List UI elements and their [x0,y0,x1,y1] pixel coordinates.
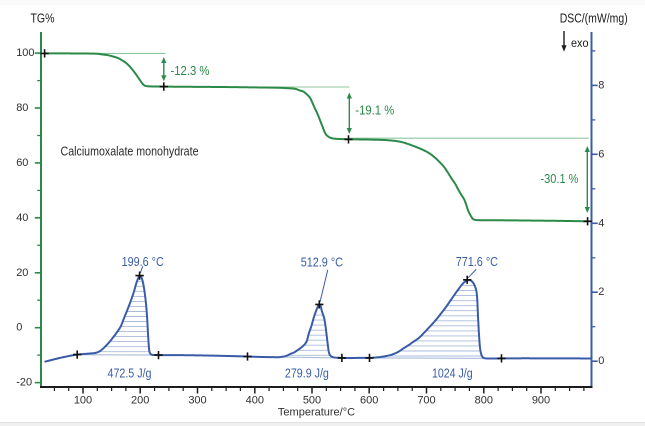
svg-text:80: 80 [16,102,28,114]
svg-text:300: 300 [188,395,206,407]
svg-text:20: 20 [16,267,28,279]
svg-text:800: 800 [475,395,493,407]
svg-text:-20: -20 [16,377,32,389]
svg-text:0: 0 [16,322,22,334]
svg-text:512.9 °C: 512.9 °C [301,256,343,270]
svg-text:0: 0 [598,355,604,367]
svg-text:2: 2 [598,286,604,298]
svg-text:60: 60 [16,157,28,169]
svg-text:600: 600 [360,395,378,407]
svg-text:200: 200 [131,395,149,407]
svg-text:472.5 J/g: 472.5 J/g [108,366,152,380]
svg-text:100: 100 [74,395,92,407]
svg-text:40: 40 [16,212,28,224]
svg-text:4: 4 [598,217,604,229]
svg-text:-19.1 %: -19.1 % [355,104,394,118]
svg-text:Temperature/°C: Temperature/°C [278,407,355,419]
svg-text:exo: exo [571,38,589,50]
svg-text:700: 700 [417,395,435,407]
svg-text:199.6 °C: 199.6 °C [122,255,164,269]
svg-text:900: 900 [532,395,550,407]
svg-text:8: 8 [598,79,604,91]
svg-text:TG%: TG% [31,12,55,26]
svg-text:500: 500 [303,395,321,407]
svg-text:6: 6 [598,148,604,160]
svg-text:Calciumoxalate monohydrate: Calciumoxalate monohydrate [61,145,199,159]
svg-text:DSC/(mW/mg): DSC/(mW/mg) [560,12,628,26]
svg-text:1024 J/g: 1024 J/g [432,366,473,380]
svg-text:-30.1 %: -30.1 % [541,172,579,186]
svg-text:-12.3 %: -12.3 % [171,64,210,78]
svg-text:279.9 J/g: 279.9 J/g [285,367,329,381]
svg-text:100: 100 [16,47,34,59]
svg-text:400: 400 [246,395,264,407]
svg-text:771.6 °C: 771.6 °C [456,255,498,269]
